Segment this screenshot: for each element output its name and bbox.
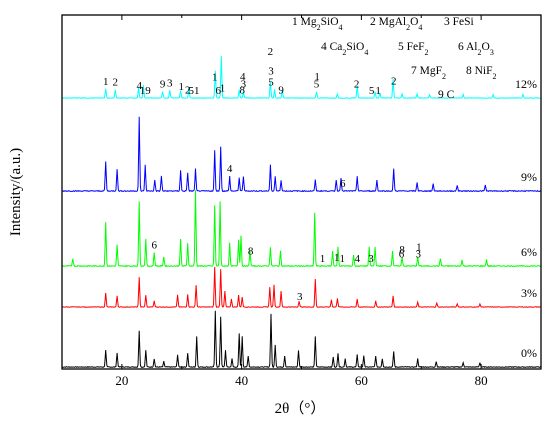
peak-label: 4 bbox=[354, 253, 360, 265]
sample-label: 0% bbox=[521, 346, 537, 360]
legend-entry: 3 FeSi bbox=[444, 16, 474, 28]
peak-label: 2 bbox=[185, 84, 191, 96]
peak-label: 2 bbox=[354, 79, 360, 91]
peak-label: 3 bbox=[241, 79, 247, 91]
legend-layer: 1 Mg2SiO4 2 MgAl2O4 3 FeSi 4 Ca2SiO4 5 FeF2 6… bbox=[292, 16, 497, 101]
x-axis-title: 2θ（°） bbox=[275, 400, 326, 417]
series-line-3 bbox=[61, 116, 542, 193]
legend-entry: 9 C bbox=[438, 89, 455, 101]
peak-label: 5 bbox=[314, 79, 320, 91]
peak-label: 6 bbox=[151, 239, 157, 251]
legend-entry: 6 Al2O3 bbox=[458, 41, 494, 57]
peak-label: 4 bbox=[227, 163, 233, 175]
peak-label: 4 bbox=[240, 71, 246, 83]
peak-label: 8 bbox=[248, 245, 254, 257]
sample-label: 12% bbox=[515, 77, 537, 91]
peak-label: 1 bbox=[220, 82, 226, 94]
peak-label: 6 bbox=[216, 85, 222, 97]
peak-label: 1 bbox=[320, 253, 326, 265]
legend-entry: 8 NiF2 bbox=[466, 65, 497, 81]
peak-label: 5 bbox=[268, 77, 274, 89]
peak-label: 3 bbox=[167, 77, 173, 89]
series-line-4 bbox=[61, 55, 542, 99]
legend-entry: 1 Mg2SiO4 bbox=[292, 16, 343, 32]
legend-entry: 2 MgAl2O4 bbox=[370, 16, 422, 32]
peak-label: 6 bbox=[399, 248, 405, 260]
peak-label: 5 bbox=[369, 85, 375, 97]
peak-label: 3 bbox=[297, 291, 303, 303]
sample-label: 6% bbox=[521, 245, 537, 259]
peak-label: 1 bbox=[178, 81, 184, 93]
peak-label: 1 bbox=[212, 71, 218, 83]
peak-label: 9 bbox=[160, 79, 166, 91]
x-tick-label: 20 bbox=[115, 373, 128, 388]
peak-label: 2 bbox=[268, 46, 274, 58]
sample-label: 3% bbox=[521, 286, 537, 300]
x-tick-label: 40 bbox=[235, 373, 248, 388]
peak-label: 8 bbox=[399, 244, 405, 256]
y-axis-title: Intensity/(a.u.) bbox=[8, 148, 24, 236]
peak-label: 1 bbox=[416, 241, 422, 253]
peak-label: 6 bbox=[340, 178, 346, 190]
series-line-1 bbox=[61, 266, 541, 308]
peak-label: 19 bbox=[140, 85, 152, 97]
peak-label: 1 bbox=[103, 76, 109, 88]
series-line-2 bbox=[61, 190, 542, 268]
peak-label: 9 bbox=[278, 85, 284, 97]
x-tick-label: 60 bbox=[355, 373, 368, 388]
peak-label: 1 bbox=[314, 71, 320, 83]
legend-entry: 4 Ca2SiO4 bbox=[321, 41, 368, 57]
peak-label: 4 bbox=[136, 80, 142, 92]
peak-label: 1 bbox=[375, 85, 381, 97]
peak-label: 1 bbox=[334, 252, 340, 264]
peak-label: 3 bbox=[416, 248, 422, 260]
series-layer bbox=[61, 55, 542, 369]
peak-label: 3 bbox=[268, 66, 274, 78]
peak-label: 1 bbox=[339, 253, 345, 265]
peak-label: 1 bbox=[194, 85, 200, 97]
sample-label-layer: 0% 3% 6% 9% 12% bbox=[515, 77, 537, 360]
sample-label: 9% bbox=[521, 170, 537, 184]
legend-entry: 7 MgF2 bbox=[411, 65, 446, 81]
peak-label: 3 bbox=[368, 253, 374, 265]
tick-layer: 20 40 60 80 bbox=[61, 15, 542, 388]
peak-label: 8 bbox=[239, 85, 245, 97]
peak-label: 2 bbox=[113, 77, 119, 89]
peak-label: 5 bbox=[189, 85, 195, 97]
legend-entry: 5 FeF2 bbox=[398, 41, 429, 57]
x-tick-label: 80 bbox=[475, 373, 488, 388]
peak-label: 2 bbox=[391, 76, 397, 88]
series-line-0 bbox=[62, 310, 541, 369]
